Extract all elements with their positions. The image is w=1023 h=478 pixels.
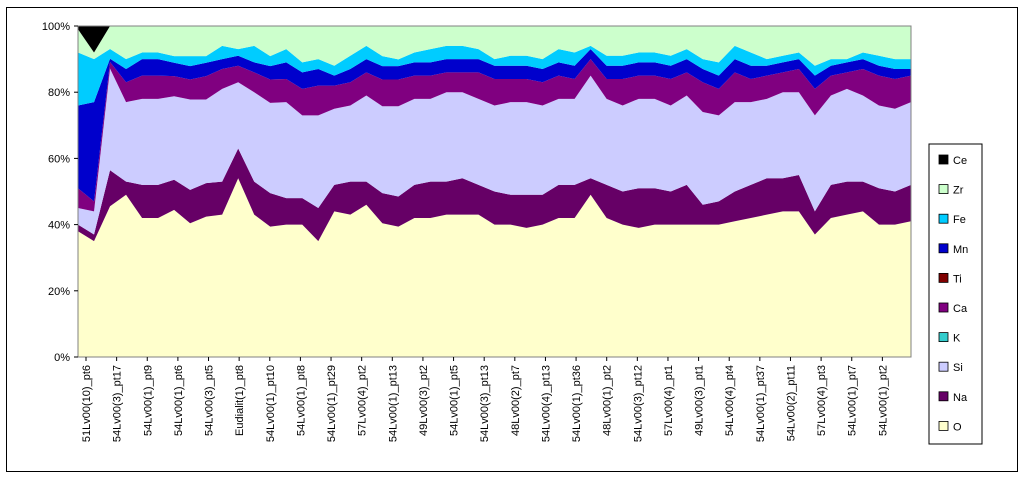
x-tick-label: 54Lv00(2)_pt11	[785, 365, 797, 441]
legend-label-k: K	[953, 333, 961, 345]
x-tick-label: 54Lv00(1)_pt7	[847, 365, 859, 436]
y-tick-label: 0%	[54, 352, 70, 364]
x-tick-label: 57Lv00(4)_pt2	[357, 365, 369, 436]
legend-label-ca: Ca	[953, 303, 968, 315]
legend-swatch-na	[938, 391, 949, 402]
area-mn	[78, 49, 911, 202]
y-tick-labels: 0% 20% 40% 60% 80% 100%	[42, 21, 70, 364]
legend-label-zr: Zr	[953, 185, 964, 197]
x-tick-label: 54Lv00(1)_pt10	[265, 365, 277, 442]
series-areas	[78, 26, 911, 357]
legend-label-fe: Fe	[953, 214, 966, 226]
x-tick-label: 51Lv00(10)_pt6	[81, 365, 93, 442]
x-tick-labels: 51Lv00(10)_pt6 54Lv00(3)_pt17 54Lv00(1)_pt…	[81, 365, 889, 442]
x-tick-label: 54Lv00(3)_pt5	[204, 365, 216, 436]
y-tick-label: 100%	[42, 21, 70, 33]
x-tick-label: 54Lv00(1)_pt2	[877, 365, 889, 436]
x-tick-label: 54Lv00(1)_pt13	[387, 365, 399, 442]
legend-label-na: Na	[953, 392, 968, 404]
legend-label-o: O	[953, 421, 962, 433]
legend-swatch-ti	[938, 272, 949, 283]
legend-swatch-ce	[938, 154, 949, 165]
x-tick-label: 54Lv00(4)_pt4	[724, 365, 736, 436]
x-tick-label: 54Lv00(3)_pt12	[632, 365, 644, 442]
area-na	[78, 148, 911, 242]
area-o	[78, 178, 911, 357]
legend-label-ce: Ce	[953, 155, 967, 167]
area-ca	[78, 59, 911, 212]
legend-swatch-ca	[938, 302, 949, 313]
area-zr	[78, 26, 911, 66]
x-tick-label: 57Lv00(4)_pt1	[663, 365, 675, 436]
x-tick-label: 54Lv00(1)_pt6	[173, 365, 185, 436]
legend-swatch-mn	[938, 243, 949, 254]
legend-label-ti: Ti	[953, 273, 962, 285]
x-tick-label: Eudialit(1)_pt8	[234, 365, 246, 436]
legend-label-si: Si	[953, 362, 963, 374]
legend-swatch-o	[938, 420, 949, 431]
x-tick-label: 54Lv00(3)_pt17	[112, 365, 124, 442]
x-tick-label: 54Lv00(1)_pt5	[449, 365, 461, 436]
x-tick-label: 54Lv00(3)_pt13	[479, 365, 491, 442]
x-tick-label: 54Lv00(1)_pt36	[571, 365, 583, 442]
x-tick-label: 49Lv00(3)_pt1	[694, 365, 706, 436]
legend-swatch-si	[938, 361, 949, 372]
x-tick-label: 54Lv00(4)_pt13	[540, 365, 552, 442]
legend: Ce Zr Fe Mn Ti Ca K Si Na O	[928, 143, 983, 445]
x-tick-label: 54Lv00(1)_pt37	[755, 365, 767, 442]
x-tick-label: 54Lv00(1)_pt8	[295, 365, 307, 436]
x-tick-label: 57Lv00(4)_pt3	[816, 365, 828, 436]
legend-swatch-fe	[938, 213, 949, 224]
y-tick-label: 80%	[48, 87, 70, 99]
legend-swatch-zr	[938, 184, 949, 195]
x-tick-label: 54Lv00(1)_pt9	[142, 365, 154, 436]
plot-area-border	[77, 25, 912, 358]
legend-swatch-k	[938, 332, 949, 343]
area-si	[78, 68, 911, 235]
axes	[74, 25, 912, 361]
y-tick-label: 20%	[48, 286, 70, 298]
x-tick-label: 48Lv00(2)_pt7	[510, 365, 522, 436]
y-tick-label: 40%	[48, 220, 70, 232]
x-tick-label: 54Lv00(1)_pt29	[326, 365, 338, 442]
x-tick-label: 49Lv00(3)_pt2	[418, 365, 430, 436]
x-tick-label: 48Lv00(1)_pt2	[602, 365, 614, 436]
area-fe	[78, 45, 911, 106]
legend-label-mn: Mn	[953, 244, 968, 256]
legend-box	[928, 143, 983, 445]
y-tick-label: 60%	[48, 153, 70, 165]
